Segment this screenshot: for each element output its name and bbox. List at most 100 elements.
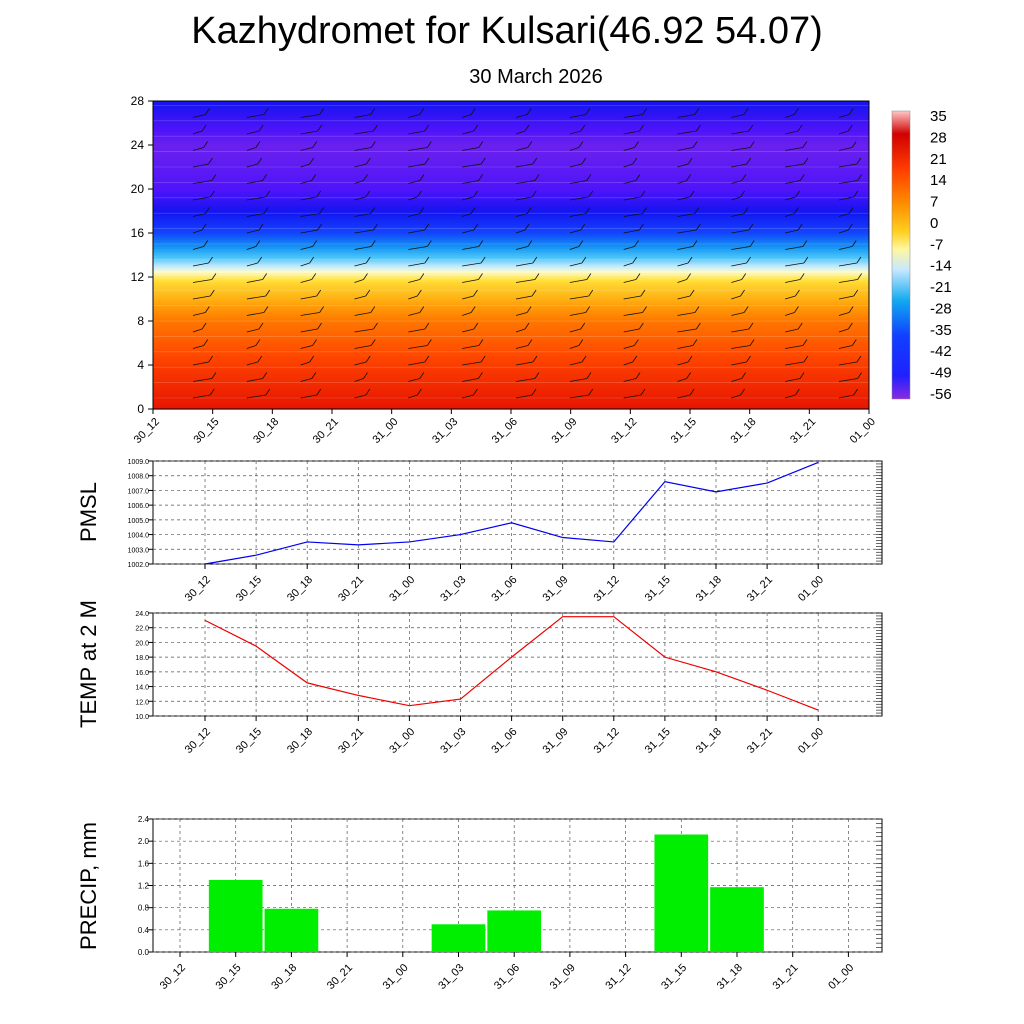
wind-barb xyxy=(677,180,687,184)
wind-barb xyxy=(515,345,529,349)
wind-barb xyxy=(677,246,694,250)
wind-barb xyxy=(354,328,374,333)
wind-barb xyxy=(569,246,580,250)
colorbar xyxy=(891,110,911,400)
wind-barb-flag xyxy=(799,174,805,181)
heatmap-band xyxy=(153,255,869,258)
heatmap-band xyxy=(153,189,869,192)
wind-barb-flag xyxy=(309,256,315,264)
wind-barb xyxy=(246,246,257,250)
wind-barb-flag xyxy=(370,207,376,214)
wind-barb xyxy=(408,394,418,399)
wind-barb-flag xyxy=(740,190,745,198)
wind-barb-flag xyxy=(746,157,751,165)
heatmap-band xyxy=(153,202,869,205)
wind-barb xyxy=(246,394,266,399)
wind-barb-flag xyxy=(851,240,857,247)
heatmap-band xyxy=(153,270,869,274)
wind-barb-flag xyxy=(209,289,215,297)
wind-barb xyxy=(677,378,687,382)
wind-barb xyxy=(408,196,418,201)
wind-barb xyxy=(462,295,474,300)
wind-barb xyxy=(515,312,528,316)
ytick-label-temp: 16.0 xyxy=(135,670,149,677)
wind-barb-flag xyxy=(740,388,745,396)
ytick-label-temp: 14.0 xyxy=(135,685,149,692)
wind-barb-flag xyxy=(478,174,483,181)
wind-barb xyxy=(408,213,420,217)
wind-barb xyxy=(192,147,204,151)
wind-barb xyxy=(246,378,263,382)
xtick-label-pmsl: 01_00 xyxy=(796,574,826,604)
wind-barb-flag xyxy=(696,223,701,231)
wind-barb xyxy=(300,130,318,135)
wind-barb-flag xyxy=(740,289,745,297)
wind-barb-flag xyxy=(526,306,532,313)
wind-barb-flag xyxy=(319,306,324,313)
heatmap-xtick-label: 31_00 xyxy=(370,416,400,446)
wind-barb-flag xyxy=(527,339,533,346)
wind-barb-flag xyxy=(856,157,862,165)
wind-barb xyxy=(731,196,741,201)
wind-barb xyxy=(838,394,854,399)
wind-barb xyxy=(569,114,586,118)
wind-barb-flag xyxy=(524,223,530,231)
wind-barb-flag xyxy=(532,157,538,165)
heatmap-ytick-label: 20 xyxy=(131,182,145,196)
heatmap-band xyxy=(153,263,869,267)
wind-barb-flag xyxy=(262,174,267,181)
wind-barb xyxy=(354,180,364,184)
wind-barb-flag xyxy=(319,207,324,214)
heatmap-band xyxy=(153,151,869,155)
wind-barb xyxy=(569,130,581,135)
heatmap-xtick-label: 31_15 xyxy=(669,416,699,446)
wind-barb xyxy=(838,378,858,382)
heatmap-band xyxy=(153,173,869,177)
wind-barb-flag xyxy=(580,223,586,231)
heatmap-band xyxy=(153,318,869,322)
wind-barb xyxy=(731,262,747,267)
colorbar-label: 21 xyxy=(930,151,947,168)
chart-title: Kazhydromet for Kulsari(46.92 54.07) xyxy=(191,10,823,52)
wind-barb xyxy=(515,328,526,333)
heatmap-band xyxy=(153,226,869,230)
heatmap-band xyxy=(153,393,869,397)
wind-barb xyxy=(246,229,260,234)
wind-barb-flag xyxy=(311,372,317,379)
heatmap-band xyxy=(153,362,869,366)
wind-barb xyxy=(838,114,850,118)
heatmap-band xyxy=(153,233,869,236)
wind-barb xyxy=(192,262,209,267)
wind-barb-flag xyxy=(205,207,210,214)
wind-barb xyxy=(731,328,750,333)
heatmap-band xyxy=(153,329,869,333)
ylabel-temp: TEMP at 2 M xyxy=(76,600,101,728)
wind-barb xyxy=(785,147,803,151)
heatmap-band xyxy=(153,213,869,216)
wind-barb-flag xyxy=(534,273,540,280)
heatmap-band xyxy=(153,257,869,260)
heatmap-xtick-label: 30_15 xyxy=(191,416,221,446)
wind-barb-flag xyxy=(748,223,754,231)
wind-barb-flag xyxy=(309,355,315,363)
wind-barb-flag xyxy=(373,322,378,330)
heatmap-band xyxy=(153,164,869,168)
colorbar-label: -28 xyxy=(930,300,952,317)
wind-barb-flag xyxy=(692,339,698,346)
wind-barb xyxy=(569,180,587,184)
wind-barb-flag xyxy=(696,124,701,132)
xtick-label-pmsl: 31_00 xyxy=(387,574,417,604)
wind-barb-flag xyxy=(424,322,430,330)
wind-barb xyxy=(623,147,635,151)
heatmap-band xyxy=(153,303,869,307)
ytick-label-precip: 0.8 xyxy=(138,904,150,913)
wind-barb-flag xyxy=(696,322,701,330)
heatmap-band xyxy=(153,332,869,335)
wind-barb xyxy=(408,163,426,168)
xtick-label-precip: 30_15 xyxy=(214,962,244,992)
wind-barb xyxy=(192,180,212,184)
heatmap-band xyxy=(153,239,869,243)
heatmap-band xyxy=(153,136,869,139)
wind-barb-flag xyxy=(689,388,695,396)
heatmap-band xyxy=(153,360,869,364)
